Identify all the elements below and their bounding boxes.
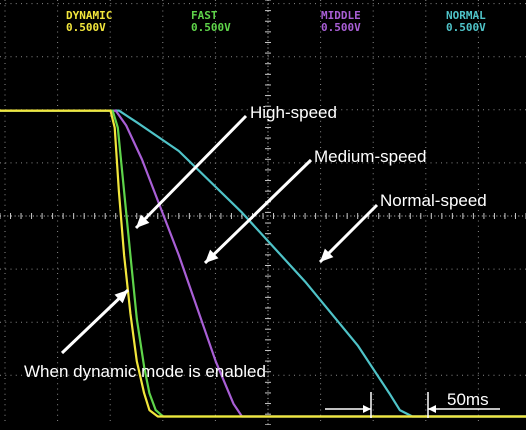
channel-middle-name: MIDDLE [321,9,361,22]
arrow-shaft [318,203,379,264]
channel-middle-scale: 0.500V [321,21,361,34]
arrow-head [320,248,334,262]
arrow-head [136,214,150,228]
annotation-arrows [60,114,379,355]
channel-normal-scale: 0.500V [446,21,486,34]
arrow-head [205,249,219,263]
arrow-shaft [60,288,130,355]
trace-dynamic [0,109,526,418]
channel-normal-name: NORMAL [446,9,486,22]
arrow-medium-speed [203,158,313,265]
arrow-shaft [134,114,248,230]
arrow-high-speed [134,114,248,230]
channel-fast-name: FAST [191,9,218,22]
arrow-shaft [203,158,313,265]
annotation-medium-speed: Medium-speed [314,147,426,166]
annotation-high-speed: High-speed [250,103,337,122]
channel-normal: NORMAL 0.500V [446,10,486,34]
channel-fast-scale: 0.500V [191,21,231,34]
trace-normal [0,109,526,418]
waveform-traces [0,109,526,418]
trace-fast [0,109,526,418]
annotation-normal-speed: Normal-speed [380,191,487,210]
arrow-head [114,290,128,304]
channel-middle: MIDDLE 0.500V [321,10,361,34]
channel-dynamic-scale: 0.500V [66,21,106,34]
channel-dynamic-name: DYNAMIC [66,9,113,22]
channel-dynamic: DYNAMIC 0.500V [66,10,112,34]
timebase-label: 50ms [447,390,489,409]
arrow-normal-speed [318,203,379,264]
channel-fast: FAST 0.500V [191,10,231,34]
timebase-marker: 50ms [325,390,500,418]
annotation-dynamic-mode: When dynamic mode is enabled [24,362,266,381]
arrow-dynamic-mode [60,288,130,355]
